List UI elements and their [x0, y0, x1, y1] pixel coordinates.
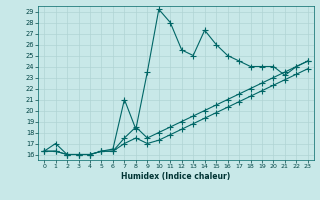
X-axis label: Humidex (Indice chaleur): Humidex (Indice chaleur)	[121, 172, 231, 181]
